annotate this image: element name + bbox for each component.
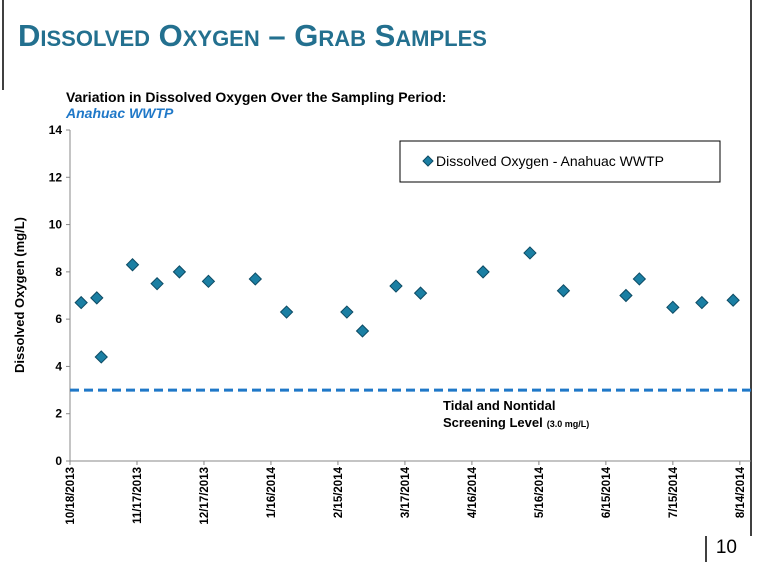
point: [125, 258, 140, 272]
x-tick-label: 1/16/2014: [266, 466, 278, 518]
point: [279, 305, 294, 319]
point: [666, 300, 680, 315]
point: [248, 272, 263, 286]
x-tick-label: 7/15/2014: [668, 466, 680, 518]
x-tick-label: 10/18/2013: [65, 467, 77, 525]
legend-marker: [422, 155, 434, 167]
y-tick-label: 12: [49, 170, 63, 184]
y-tick-label: 8: [55, 265, 62, 279]
x-tick-label: 5/16/2014: [534, 466, 546, 518]
point: [556, 284, 571, 298]
point: [74, 295, 88, 310]
point: [413, 286, 428, 300]
x-tick-label: 2/15/2014: [333, 466, 345, 518]
point: [476, 265, 490, 279]
y-tick-label: 2: [55, 407, 62, 421]
legend-box: [399, 140, 721, 183]
point: [695, 295, 709, 310]
x-tick-label: 12/17/2013: [199, 467, 211, 525]
point: [389, 279, 403, 293]
x-tick-label: 11/17/2013: [132, 467, 144, 524]
chart-subtitle: Anahuac WWTP: [65, 105, 174, 121]
point: [94, 350, 108, 364]
x-tick-label: 6/15/2014: [601, 466, 613, 518]
x-tick-label: 4/16/2014: [467, 466, 479, 518]
point: [355, 324, 370, 338]
slide-title: Dissolved Oxygen – Grab Samples: [18, 18, 487, 53]
y-tick-label: 14: [49, 123, 63, 137]
y-tick-label: 10: [49, 218, 63, 232]
point: [201, 274, 216, 289]
x-tick-label: 3/17/2014: [400, 466, 412, 518]
point: [726, 293, 740, 307]
point: [90, 291, 104, 305]
y-axis-label: Dissolved Oxygen (mg/L): [12, 217, 27, 373]
reference-label: Tidal and Nontidal: [443, 398, 555, 413]
point: [632, 272, 647, 286]
point: [150, 276, 164, 291]
x-tick-label: 8/14/2014: [735, 466, 747, 518]
y-tick-label: 0: [55, 454, 62, 468]
y-tick-label: 4: [55, 359, 62, 373]
reference-value-label: (3.0 mg/L): [547, 419, 590, 429]
point: [619, 288, 633, 303]
legend-label: Dissolved Oxygen - Anahuac WWTP: [436, 153, 664, 169]
chart-title: Variation in Dissolved Oxygen Over the S…: [66, 89, 446, 105]
point: [340, 305, 354, 319]
point: [523, 246, 537, 260]
page-number: 10: [716, 537, 737, 558]
point: [172, 265, 187, 279]
y-tick-label: 6: [55, 312, 62, 326]
reference-label: Screening Level: [443, 415, 543, 430]
